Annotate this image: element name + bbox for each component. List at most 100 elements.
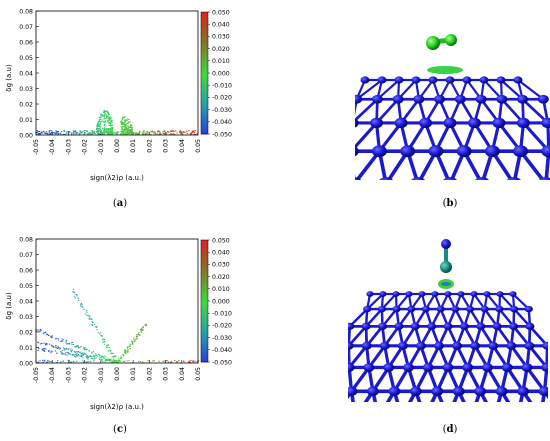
data-point (105, 115, 107, 117)
colorbar-segment (201, 22, 208, 25)
carbon-atom (524, 305, 533, 313)
data-point (76, 350, 78, 352)
data-point (131, 126, 133, 128)
colorbar-tick-label: -0.030 (212, 107, 232, 114)
data-point (57, 130, 60, 132)
data-point (109, 124, 112, 126)
colorbar-segment (201, 256, 208, 259)
carbon-atom (394, 117, 408, 129)
colorbar-segment (201, 317, 208, 320)
data-point (134, 339, 136, 341)
data-point (87, 356, 90, 358)
carbon-atom (462, 363, 474, 372)
colorbar-segment (201, 109, 208, 113)
data-point (77, 297, 79, 299)
data-point (49, 133, 51, 135)
data-point (73, 288, 75, 290)
data-point (172, 130, 174, 132)
carbon-atom (434, 94, 446, 104)
data-point (79, 351, 82, 353)
data-point (109, 133, 112, 135)
data-point (110, 127, 113, 129)
carbon-atom (517, 94, 529, 104)
data-point (103, 355, 106, 357)
data-point (82, 354, 85, 356)
data-point (122, 131, 124, 133)
x-tick-label: -0.02 (82, 139, 89, 155)
colorbar-segment (201, 286, 208, 290)
data-point (120, 356, 122, 358)
data-point (179, 131, 181, 133)
colorbar-segment (201, 24, 208, 27)
data-point (79, 132, 81, 134)
data-point (97, 332, 100, 334)
data-point (123, 126, 125, 128)
data-point (169, 133, 172, 135)
colorbar-segment (201, 115, 208, 119)
data-point (152, 360, 154, 362)
data-point (192, 360, 194, 362)
carbon-atom (411, 177, 425, 180)
data-point (93, 323, 96, 325)
data-point (79, 130, 81, 132)
data-point (83, 347, 85, 349)
carbon-atom (366, 291, 374, 297)
carbon-atom (513, 145, 529, 158)
data-point (87, 358, 89, 360)
colorbar-segment (201, 121, 208, 125)
data-point (114, 132, 116, 134)
chart-a-axis-y-ticks: 0.00 0.01 0.02 0.03 0.04 0.05 0.06 0.07 0.08 (19, 9, 39, 140)
colorbar-segment (201, 50, 208, 54)
data-point (123, 360, 125, 362)
data-point (61, 352, 63, 354)
colorbar-segment (201, 42, 208, 45)
data-point (133, 340, 135, 342)
data-point (128, 360, 130, 362)
bond (521, 390, 533, 402)
carbon-atom (538, 386, 548, 397)
data-point (118, 360, 121, 362)
data-point (46, 333, 48, 335)
carbon-atom (495, 305, 504, 313)
carbon-atom (483, 291, 491, 297)
data-point (110, 118, 112, 120)
data-point (131, 128, 133, 130)
data-point (110, 125, 112, 127)
colorbar-tick-label: 0.000 (212, 298, 230, 305)
data-point (104, 360, 106, 362)
chart-a-frame (35, 10, 199, 136)
data-point (124, 122, 126, 124)
data-point (93, 355, 95, 357)
x-tick-label: 0.01 (130, 139, 137, 153)
data-point (158, 133, 161, 135)
data-point (159, 132, 162, 134)
carbon-atom (470, 291, 478, 297)
bond (521, 98, 549, 124)
data-point (181, 133, 184, 135)
data-point (122, 123, 124, 125)
data-point (192, 361, 195, 363)
data-point (73, 354, 75, 356)
colorbar-segment (201, 345, 208, 349)
carbon-atom (418, 291, 426, 297)
colorbar-segment (201, 101, 208, 104)
data-point (102, 131, 105, 133)
data-point (73, 295, 76, 297)
data-point (80, 345, 82, 347)
data-point (102, 360, 104, 362)
colorbar-segment (201, 119, 208, 123)
data-point (124, 349, 126, 351)
colorbar-segment (201, 311, 208, 314)
x-tick-label: -0.03 (65, 367, 72, 383)
carbon-atom (405, 291, 413, 297)
data-point (124, 131, 127, 133)
data-point (121, 357, 123, 359)
carbon-atom (537, 94, 549, 104)
colorbar-segment (201, 248, 208, 251)
data-point (39, 330, 42, 332)
chart-c-xlabel: sign(λ2)ρ (a.u.) (90, 403, 144, 411)
bond (385, 390, 396, 402)
data-point (140, 331, 143, 333)
data-point (93, 132, 96, 134)
colorbar-tick-label: -0.030 (212, 335, 232, 342)
